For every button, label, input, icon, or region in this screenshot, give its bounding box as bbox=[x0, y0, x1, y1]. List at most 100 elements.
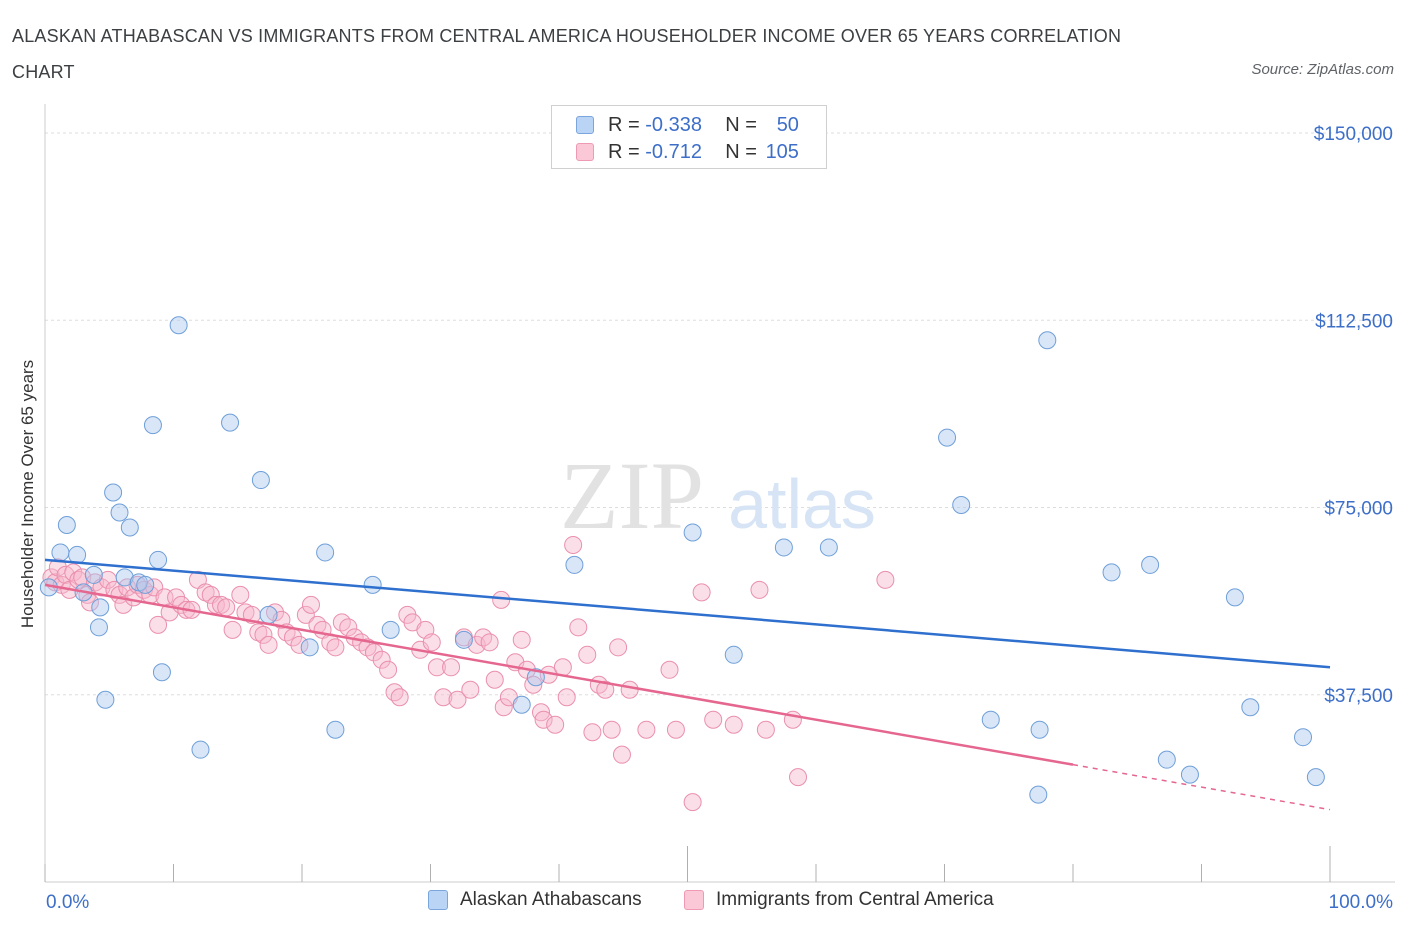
blue-point bbox=[149, 550, 168, 569]
pink-point bbox=[557, 688, 576, 707]
pink-point bbox=[448, 690, 467, 709]
blue-point bbox=[96, 690, 115, 709]
blue-point bbox=[952, 496, 971, 515]
blue-point bbox=[84, 565, 103, 584]
legend-r-label: R = bbox=[608, 140, 640, 163]
y-tick-label: $150,000 bbox=[1314, 124, 1393, 145]
pink-point bbox=[512, 630, 531, 649]
pink-trend-extension bbox=[1072, 763, 1331, 811]
pink-point bbox=[494, 698, 513, 717]
series-legend-pink: Immigrants from Central America bbox=[684, 889, 994, 911]
axes bbox=[44, 104, 1395, 883]
pink-point bbox=[296, 605, 315, 624]
blue-point bbox=[981, 710, 1000, 729]
pink-point bbox=[546, 715, 565, 734]
blue-point bbox=[316, 543, 335, 562]
pink-point bbox=[750, 580, 769, 599]
blue-point bbox=[363, 575, 382, 594]
pink-point bbox=[602, 720, 621, 739]
blue-point bbox=[143, 416, 162, 435]
pink-point bbox=[534, 710, 553, 729]
blue-point bbox=[565, 555, 584, 574]
pink-point bbox=[583, 723, 602, 742]
blue-point bbox=[191, 740, 210, 759]
pink-point bbox=[485, 670, 504, 689]
pink-point bbox=[385, 683, 404, 702]
blue-point bbox=[454, 630, 473, 649]
blue-point bbox=[300, 638, 319, 657]
pink-point bbox=[379, 660, 398, 679]
pink-point bbox=[231, 585, 250, 604]
pink-point bbox=[704, 710, 723, 729]
pink-point bbox=[620, 680, 639, 699]
pink-point bbox=[660, 660, 679, 679]
blue-point bbox=[120, 518, 139, 537]
blue-point bbox=[251, 471, 270, 490]
blue-point bbox=[1241, 698, 1260, 717]
blue-point bbox=[110, 503, 129, 522]
watermark-atlas: atlas bbox=[728, 465, 876, 543]
blue-point bbox=[1157, 750, 1176, 769]
blue-point bbox=[526, 668, 545, 687]
legend-r-value-blue: -0.338 bbox=[645, 113, 702, 136]
series-legend: Alaskan Athabascans Immigrants from Cent… bbox=[0, 889, 1406, 915]
blue-point bbox=[136, 575, 155, 594]
legend-swatch-blue bbox=[576, 116, 594, 134]
blue-point bbox=[1306, 768, 1325, 787]
x-tick-label-start: 0.0% bbox=[46, 892, 89, 913]
y-axis-label: Householder Income Over 65 years bbox=[18, 360, 37, 628]
blue-point bbox=[1102, 563, 1121, 582]
pink-point bbox=[442, 658, 461, 677]
series-name-pink: Immigrants from Central America bbox=[716, 889, 994, 910]
blue-point bbox=[1294, 728, 1313, 747]
blue-point bbox=[1030, 720, 1049, 739]
legend-row-pink: R = -0.712 N = 105 bbox=[576, 140, 799, 164]
legend-r-value-pink: -0.712 bbox=[645, 140, 702, 163]
pink-point bbox=[789, 768, 808, 787]
legend-swatch-pink bbox=[576, 143, 594, 161]
series-name-blue: Alaskan Athabascans bbox=[460, 889, 642, 910]
blue-point bbox=[683, 523, 702, 542]
pink-point bbox=[390, 688, 409, 707]
y-tick-label: $112,500 bbox=[1315, 311, 1393, 332]
pink-point bbox=[612, 745, 631, 764]
pink-point bbox=[196, 583, 215, 602]
y-tick-label: $75,000 bbox=[1324, 499, 1393, 520]
pink-point bbox=[372, 650, 391, 669]
pink-point bbox=[339, 618, 358, 637]
pink-point bbox=[569, 618, 588, 637]
pink-point bbox=[461, 680, 480, 699]
blue-point bbox=[115, 568, 134, 587]
pink-point bbox=[666, 720, 685, 739]
chart-source: Source: ZipAtlas.com bbox=[1251, 61, 1394, 78]
pink-point bbox=[249, 623, 268, 642]
blue-point bbox=[724, 645, 743, 664]
pink-series-points bbox=[42, 535, 895, 812]
pink-point bbox=[259, 635, 278, 654]
tick-labels: $37,500 $75,000 $112,500 $150,000 0.0% 100.0% bbox=[46, 124, 1393, 913]
pink-point bbox=[114, 595, 133, 614]
pink-trend-line bbox=[44, 583, 1074, 766]
pink-point bbox=[301, 595, 320, 614]
blue-point bbox=[819, 538, 838, 557]
pink-point bbox=[422, 633, 441, 652]
chart-title: ALASKAN ATHABASCAN VS IMMIGRANTS FROM CE… bbox=[12, 26, 1122, 82]
blue-trend-line bbox=[44, 558, 1331, 669]
legend-row-blue: R = -0.338 N = 50 bbox=[576, 113, 799, 137]
legend-n-value-pink: 105 bbox=[765, 140, 799, 163]
blue-point bbox=[512, 695, 531, 714]
correlation-legend: R = -0.338 N = 50 R = -0.712 N = 105 bbox=[551, 105, 827, 169]
blue-point bbox=[1225, 588, 1244, 607]
blue-point bbox=[104, 483, 123, 502]
blue-point bbox=[91, 598, 110, 617]
blue-point bbox=[326, 720, 345, 739]
series-legend-blue: Alaskan Athabascans bbox=[428, 889, 642, 911]
pink-point bbox=[212, 595, 231, 614]
pink-point bbox=[290, 635, 309, 654]
pink-point bbox=[326, 638, 345, 657]
x-tick-label-end: 100.0% bbox=[1329, 892, 1394, 913]
legend-n-value-blue: 50 bbox=[776, 113, 799, 136]
pink-point bbox=[578, 645, 597, 664]
series-swatch-pink bbox=[684, 890, 704, 910]
